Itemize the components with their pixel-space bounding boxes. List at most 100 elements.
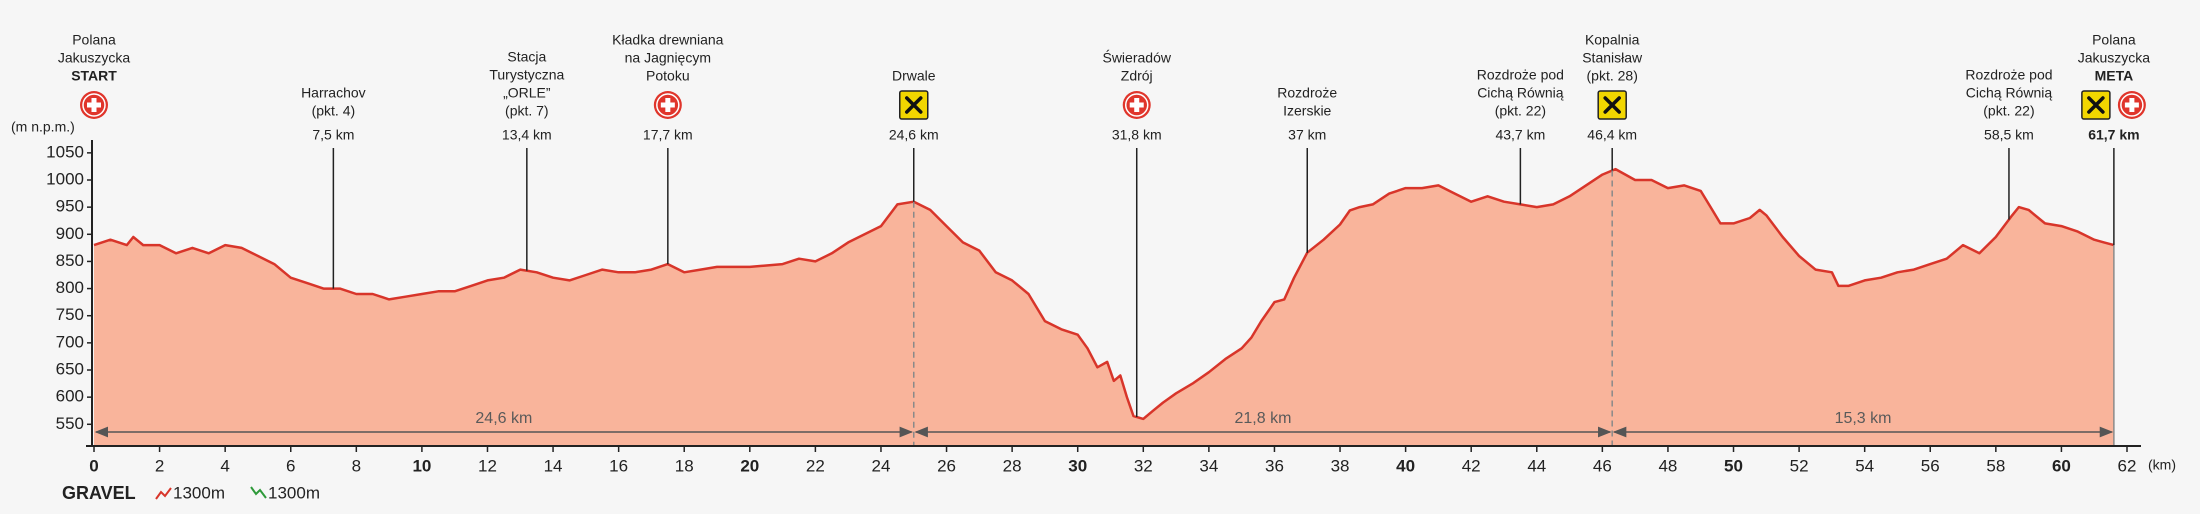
x-tick-label: 40 <box>1396 456 1415 475</box>
y-tick-label: 600 <box>56 387 84 406</box>
waypoint-name: Potoku <box>646 68 690 84</box>
icon-cross <box>665 98 671 112</box>
x-tick-label: 26 <box>937 456 956 475</box>
x-tick-label: 0 <box>89 456 98 475</box>
x-tick-label: 46 <box>1593 456 1612 475</box>
y-tick-label: 1050 <box>46 142 84 161</box>
y-tick-label: 850 <box>56 251 84 270</box>
waypoint-tag: META <box>2095 68 2134 84</box>
medic-icon <box>80 91 108 119</box>
elevation-line <box>93 167 2115 421</box>
waypoint-name: Polana <box>72 32 116 48</box>
x-tick-label: 38 <box>1331 456 1350 475</box>
ascent-value: 1300m <box>173 483 225 502</box>
x-tick-label: 36 <box>1265 456 1284 475</box>
x-tick-label: 18 <box>675 456 694 475</box>
waypoint-km: 46,4 km <box>1587 127 1637 143</box>
waypoint-name: Polana <box>2092 32 2136 48</box>
waypoint-name: (pkt. 22) <box>1983 103 2034 119</box>
x-tick-label: 62 <box>2118 456 2137 475</box>
waypoint-name: (pkt. 7) <box>505 103 549 119</box>
icon-cross <box>1134 98 1140 112</box>
icon-ring <box>656 93 680 117</box>
waypoint-km: 31,8 km <box>1112 127 1162 143</box>
food-icon <box>899 90 929 120</box>
x-tick-label: 44 <box>1527 456 1546 475</box>
waypoint-name: Jakuszycka <box>2078 50 2151 66</box>
waypoint-name: Drwale <box>892 68 936 84</box>
waypoint-name: (pkt. 22) <box>1495 103 1546 119</box>
waypoint-name: Cichą Równią <box>1966 85 2053 101</box>
x-tick-label: 16 <box>609 456 628 475</box>
x-tick-label: 4 <box>220 456 229 475</box>
x-tick-label: 48 <box>1658 456 1677 475</box>
x-tick-label: 2 <box>155 456 164 475</box>
descent-value: 1300m <box>268 483 320 502</box>
waypoint-name: Izerskie <box>1283 103 1331 119</box>
food-icon <box>2081 90 2111 120</box>
x-tick-label: 30 <box>1068 456 1087 475</box>
x-tick-label: 50 <box>1724 456 1743 475</box>
x-tick-label: 60 <box>2052 456 2071 475</box>
icon-ring <box>82 93 106 117</box>
icon-cutlery <box>2087 96 2105 114</box>
x-axis-label: (km) <box>2148 457 2176 473</box>
x-tick-label: 32 <box>1134 456 1153 475</box>
elevation-area <box>94 169 2114 446</box>
waypoint-name: Kopalnia <box>1585 32 1640 48</box>
icon-ring <box>2120 93 2144 117</box>
x-tick-label: 52 <box>1790 456 1809 475</box>
x-tick-label: 22 <box>806 456 825 475</box>
x-tick-label: 10 <box>412 456 431 475</box>
waypoint-name: (pkt. 4) <box>312 103 356 119</box>
waypoint-name: (pkt. 28) <box>1587 68 1638 84</box>
waypoint-name: Stacja <box>507 49 546 65</box>
x-tick-label: 54 <box>1855 456 1874 475</box>
x-tick-label: 20 <box>740 456 759 475</box>
waypoint-name: Turystyczna <box>489 67 564 83</box>
x-tick-label: 28 <box>1003 456 1022 475</box>
waypoint-name: Rozdroże pod <box>1477 67 1564 83</box>
x-tick-label: 24 <box>872 456 891 475</box>
waypoint-name: Cichą Równią <box>1477 85 1564 101</box>
descent-icon <box>250 486 267 499</box>
waypoint-name: Harrachov <box>301 85 366 101</box>
legend-name: GRAVEL <box>62 483 136 503</box>
y-tick-label: 550 <box>56 414 84 433</box>
x-tick-label: 8 <box>352 456 361 475</box>
y-tick-label: 800 <box>56 278 84 297</box>
waypoint-name: Kładka drewniana <box>612 32 724 48</box>
y-tick-label: 650 <box>56 359 84 378</box>
waypoint-km: 37 km <box>1288 127 1326 143</box>
icon-cutlery <box>905 96 923 114</box>
x-tick-label: 42 <box>1462 456 1481 475</box>
waypoint-name: Zdrój <box>1121 68 1153 84</box>
segment-label: 21,8 km <box>1235 410 1292 427</box>
ascent-icon <box>155 487 172 500</box>
icon-ring <box>1124 93 1149 117</box>
x-tick-label: 14 <box>544 456 563 475</box>
waypoint-name: Stanisław <box>1582 50 1643 66</box>
waypoint-km: 58,5 km <box>1984 127 2034 143</box>
waypoint-name: Jakuszycka <box>58 50 131 66</box>
icon-cross <box>2129 98 2135 112</box>
waypoint-name: Świeradów <box>1102 49 1171 66</box>
waypoint-km: 24,6 km <box>889 127 939 143</box>
segment-label: 15,3 km <box>1835 410 1892 427</box>
waypoint-km: 7,5 km <box>312 127 354 143</box>
medic-icon <box>653 91 682 119</box>
waypoint-name: „ORLE” <box>503 85 551 101</box>
y-tick-label: 1000 <box>46 169 84 188</box>
waypoint-km: 17,7 km <box>643 127 693 143</box>
y-tick-label: 750 <box>56 305 84 324</box>
waypoint-km: 13,4 km <box>502 127 552 143</box>
x-tick-label: 12 <box>478 456 497 475</box>
waypoint-km: 61,7 km <box>2088 127 2139 143</box>
icon-cutlery <box>1603 96 1621 114</box>
x-tick-label: 6 <box>286 456 295 475</box>
segment-label: 24,6 km <box>475 410 532 427</box>
y-tick-label: 950 <box>56 197 84 216</box>
y-tick-label: 700 <box>56 332 84 351</box>
waypoint-name: Rozdroże <box>1277 85 1337 101</box>
